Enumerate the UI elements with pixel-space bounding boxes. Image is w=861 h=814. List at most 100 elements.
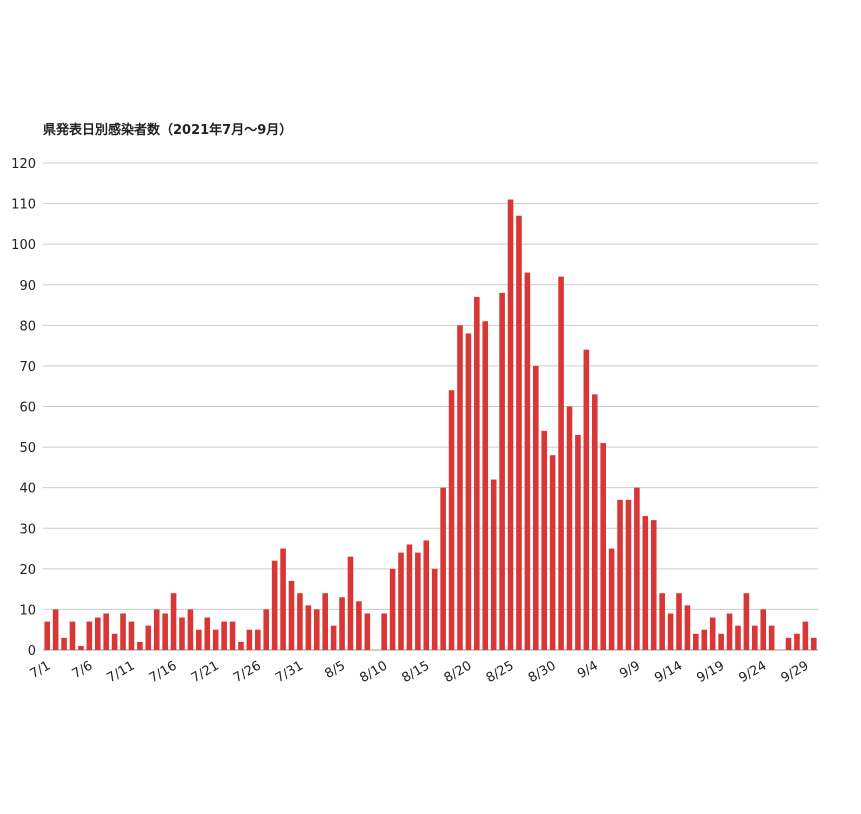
bar bbox=[246, 629, 253, 650]
bar bbox=[659, 593, 665, 650]
bar bbox=[642, 516, 649, 650]
bar bbox=[170, 593, 177, 650]
bar bbox=[406, 544, 413, 650]
x-tick-label: 9/9 bbox=[617, 658, 643, 681]
bar bbox=[255, 629, 261, 650]
bar bbox=[137, 641, 143, 650]
bar bbox=[423, 540, 430, 650]
bar bbox=[313, 609, 320, 650]
x-tick-label: 7/11 bbox=[105, 658, 138, 686]
bar bbox=[297, 593, 303, 650]
x-tick-label: 7/1 bbox=[28, 658, 54, 681]
bar bbox=[431, 568, 438, 650]
y-tick-label: 70 bbox=[19, 360, 36, 375]
bar bbox=[356, 601, 362, 650]
bar bbox=[153, 609, 160, 650]
bar bbox=[94, 617, 101, 650]
bar bbox=[271, 560, 278, 650]
bar bbox=[650, 520, 657, 650]
bar bbox=[52, 609, 59, 650]
bar bbox=[196, 629, 202, 650]
bar bbox=[524, 272, 531, 650]
bar bbox=[541, 430, 548, 650]
bar bbox=[608, 548, 615, 650]
bar bbox=[111, 633, 118, 650]
bar bbox=[322, 593, 329, 650]
y-tick-label: 20 bbox=[19, 563, 36, 578]
bar bbox=[389, 568, 396, 650]
bar bbox=[145, 625, 152, 650]
y-tick-label: 100 bbox=[11, 238, 36, 253]
y-tick-label: 80 bbox=[19, 319, 36, 334]
x-tick-label: 8/10 bbox=[357, 658, 390, 686]
bar bbox=[709, 617, 716, 650]
bar bbox=[566, 406, 573, 650]
x-tick-label: 8/5 bbox=[322, 658, 348, 681]
bar bbox=[162, 613, 168, 650]
x-tick-label: 7/26 bbox=[231, 658, 264, 686]
bar bbox=[693, 633, 699, 650]
bar bbox=[794, 633, 800, 650]
bar bbox=[221, 621, 227, 650]
bar bbox=[128, 621, 135, 650]
bar bbox=[305, 605, 312, 650]
bar bbox=[516, 215, 522, 650]
y-tick-label: 90 bbox=[19, 279, 36, 294]
y-tick-label: 120 bbox=[11, 157, 36, 172]
chart-title: 県発表日別感染者数（2021年7月～9月） bbox=[43, 122, 292, 138]
x-tick-label: 9/29 bbox=[779, 658, 812, 686]
x-tick-label: 7/21 bbox=[189, 658, 222, 686]
bar bbox=[204, 617, 211, 650]
x-tick-label: 8/25 bbox=[484, 658, 517, 686]
bar bbox=[684, 605, 691, 650]
bar bbox=[61, 637, 67, 650]
bar bbox=[69, 621, 76, 650]
x-tick-label: 9/19 bbox=[694, 658, 727, 686]
bar bbox=[760, 609, 767, 650]
bar bbox=[212, 629, 219, 650]
bar bbox=[440, 487, 446, 650]
x-tick-label: 9/14 bbox=[652, 658, 685, 686]
bar bbox=[752, 625, 758, 650]
bar bbox=[726, 613, 733, 650]
bar bbox=[549, 455, 556, 650]
bar bbox=[701, 629, 708, 650]
bar bbox=[810, 637, 817, 650]
y-tick-label: 60 bbox=[19, 401, 36, 416]
bar bbox=[785, 637, 792, 650]
bar bbox=[490, 479, 497, 650]
bar bbox=[507, 199, 514, 650]
y-tick-label: 30 bbox=[19, 522, 36, 537]
y-tick-label: 0 bbox=[28, 644, 36, 659]
bar bbox=[676, 593, 682, 650]
bar bbox=[499, 292, 505, 650]
bar bbox=[667, 613, 674, 650]
bar bbox=[78, 645, 84, 650]
bar bbox=[86, 621, 93, 650]
x-tick-label: 9/4 bbox=[575, 658, 601, 681]
bar bbox=[591, 394, 598, 650]
bar bbox=[768, 625, 775, 650]
bar bbox=[398, 552, 404, 650]
bar bbox=[364, 613, 371, 650]
x-tick-label: 8/15 bbox=[399, 658, 432, 686]
bar bbox=[44, 621, 51, 650]
bar bbox=[187, 609, 194, 650]
bar bbox=[415, 552, 421, 650]
bar bbox=[558, 276, 564, 650]
bar bbox=[482, 321, 489, 650]
x-tick-label: 7/6 bbox=[70, 658, 96, 681]
x-tick-label: 7/31 bbox=[273, 658, 306, 686]
bar bbox=[743, 593, 750, 650]
bar bbox=[634, 487, 640, 650]
bar bbox=[288, 581, 295, 650]
bar bbox=[229, 621, 236, 650]
bar bbox=[600, 443, 606, 650]
bar bbox=[583, 349, 590, 650]
bar bbox=[735, 625, 741, 650]
bar bbox=[339, 597, 345, 650]
bar bbox=[532, 365, 539, 650]
y-tick-label: 110 bbox=[11, 198, 36, 213]
bar bbox=[625, 499, 632, 650]
